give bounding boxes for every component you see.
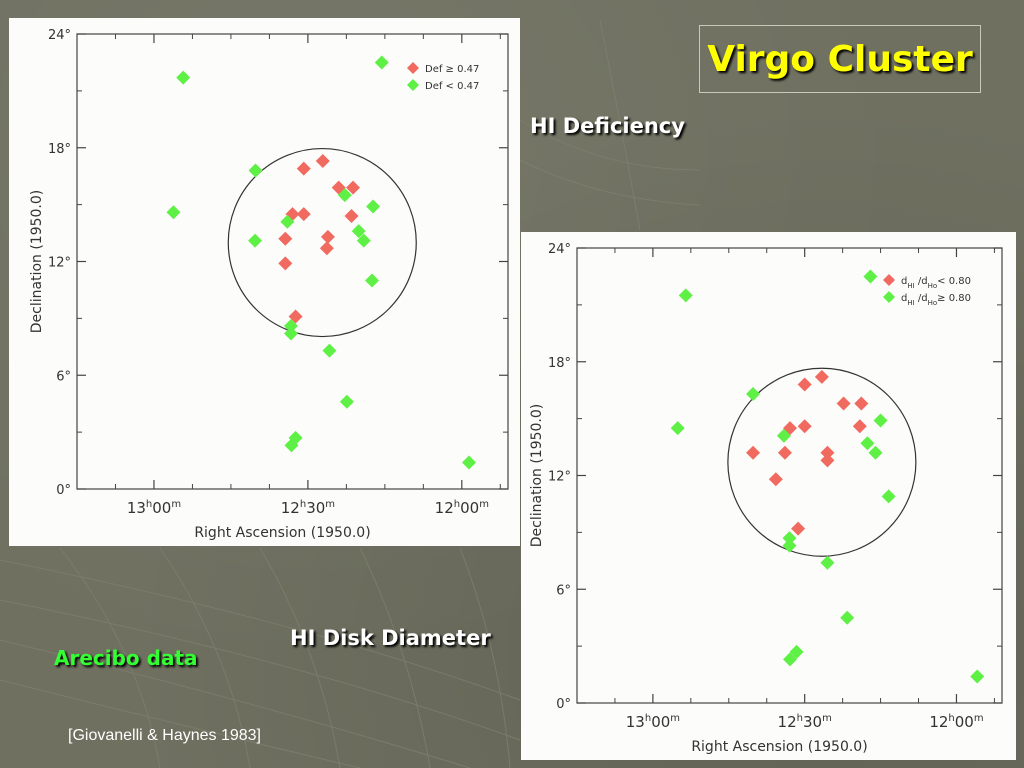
x-tick-label: 13h00m [127, 499, 181, 517]
y-tick-label: 6° [56, 369, 71, 384]
green-data-point [166, 205, 181, 220]
red-data-point [296, 207, 311, 222]
green-data-point [366, 199, 381, 214]
x-tick-label: 13h00m [626, 713, 680, 731]
slide-title: Virgo Cluster [707, 38, 973, 80]
green-data-point [339, 394, 354, 409]
green-data-point [670, 421, 685, 436]
caption-arecibo-data: Arecibo data [54, 646, 198, 670]
y-tick-label: 0° [56, 483, 71, 498]
green-data-point [970, 669, 985, 684]
x-axis-label: Right Ascension (1950.0) [691, 739, 867, 755]
red-data-point [777, 445, 792, 460]
red-data-point [797, 377, 812, 392]
green-data-point [783, 652, 798, 667]
green-data-point [248, 163, 263, 178]
green-data-point [840, 610, 855, 625]
legend-marker [883, 274, 895, 286]
legend-label: dHI /dHo≥ 0.80 [901, 293, 971, 307]
y-tick-label: 24° [48, 28, 71, 43]
green-data-point [462, 455, 477, 470]
y-tick-label: 6° [556, 583, 571, 598]
legend-label: Def ≥ 0.47 [425, 64, 479, 75]
green-data-point [374, 55, 389, 70]
green-data-point [881, 489, 896, 504]
green-data-point [356, 233, 371, 248]
cluster-circle [727, 367, 917, 557]
green-data-point [789, 644, 804, 659]
green-data-point [782, 531, 797, 546]
green-data-point [248, 233, 263, 248]
green-data-point [283, 318, 298, 333]
cluster-circle [227, 147, 417, 338]
x-tick-label: 12h00m [435, 499, 489, 517]
y-tick-label: 18° [548, 356, 571, 371]
red-data-point [296, 161, 311, 176]
y-axis-label: Declination (1950.0) [529, 404, 545, 548]
red-data-point [278, 231, 293, 246]
green-data-point [351, 224, 366, 239]
green-data-point [782, 538, 797, 553]
red-data-point [820, 445, 835, 460]
legend-label: dHI /dHo< 0.80 [901, 276, 971, 290]
y-tick-label: 18° [48, 142, 71, 157]
red-data-point [320, 229, 335, 244]
y-tick-label: 0° [556, 697, 571, 712]
x-tick-label: 12h00m [929, 713, 983, 731]
red-data-point [820, 453, 835, 468]
red-data-point [344, 209, 359, 223]
x-axis-label: Right Ascension (1950.0) [194, 525, 370, 541]
red-data-point [319, 241, 334, 256]
x-tick-label: 12h30m [778, 713, 832, 731]
green-data-point [365, 273, 380, 288]
green-data-point [868, 445, 883, 460]
legend-marker [407, 79, 419, 91]
green-data-point [776, 428, 791, 443]
green-data-point [288, 430, 303, 445]
red-data-point [746, 445, 761, 460]
y-tick-label: 24° [548, 242, 571, 257]
y-axis-label: Declination (1950.0) [29, 190, 45, 334]
red-data-point [854, 396, 869, 411]
green-data-point [280, 214, 295, 229]
caption-hi-disk-diameter: HI Disk Diameter [290, 626, 491, 650]
caption-hi-deficiency: HI Deficiency [530, 114, 685, 138]
red-data-point [288, 309, 303, 324]
green-data-point [176, 70, 191, 85]
red-data-point [315, 154, 330, 169]
x-tick-label: 12h30m [281, 499, 335, 517]
green-data-point [860, 436, 875, 451]
red-data-point [852, 419, 867, 434]
green-data-point [746, 386, 761, 401]
chart-hi-disk-diameter: 0° 6° 12° 18° 24° 13h00m 12h30m 12h00m Right Asc… [529, 242, 1003, 755]
red-data-point [797, 419, 812, 434]
red-data-point [836, 396, 851, 411]
green-data-point [820, 555, 835, 570]
chart-panel-hi-disk-diameter: 0° 6° 12° 18° 24° 13h00m 12h30m 12h00m Right Asc… [521, 232, 1016, 760]
legend-label: Def < 0.47 [425, 81, 479, 92]
chart-panel-hi-deficiency: 0° 6° 12° 18° 24° 13h00m 12h30m 12h00m Right Asc… [9, 18, 520, 546]
y-tick-label: 12° [48, 256, 71, 271]
chart-hi-deficiency: 0° 6° 12° 18° 24° 13h00m 12h30m 12h00m Right Asc… [29, 28, 509, 541]
red-data-point [791, 521, 806, 536]
red-data-point [278, 256, 293, 271]
green-data-point [337, 188, 352, 203]
y-tick-label: 12° [548, 470, 571, 485]
red-data-point [768, 472, 783, 487]
green-data-point [863, 269, 878, 284]
citation: [Giovanelli & Haynes 1983] [68, 727, 261, 744]
red-data-point [814, 369, 829, 384]
green-data-point [283, 326, 298, 341]
green-data-point [873, 413, 888, 428]
legend-marker [883, 291, 895, 303]
green-data-point [322, 343, 337, 358]
green-data-point [678, 288, 693, 303]
plot-frame [576, 247, 1003, 704]
plot-frame [76, 33, 509, 490]
title-box: Virgo Cluster [699, 25, 981, 93]
legend-marker [407, 62, 419, 74]
red-data-point [346, 180, 361, 195]
